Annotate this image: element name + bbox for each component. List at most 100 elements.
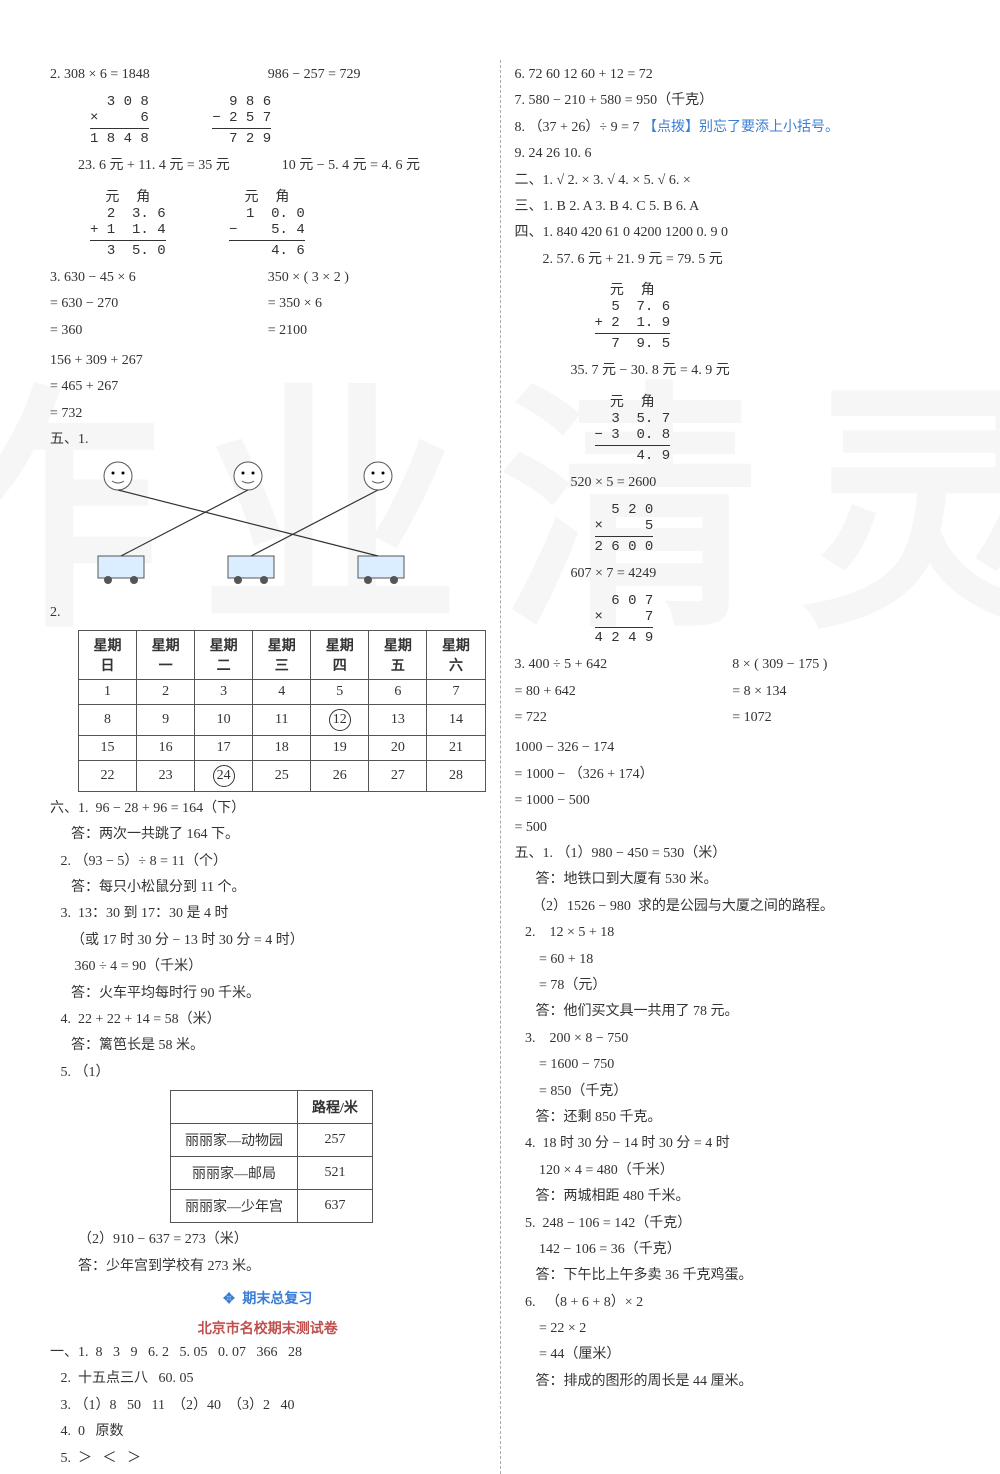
vcalc-rule <box>212 128 271 129</box>
si3-b: 8 × ( 309 − 175 ) = 8 × 134 = 1072 <box>732 650 950 733</box>
vcalc-row: 4. 9 <box>595 448 671 464</box>
table-cell: 8 <box>79 704 137 735</box>
table-cell: 14 <box>427 704 485 735</box>
table-cell: 1 <box>79 679 137 704</box>
text-line: 8. （37 + 26）÷ 9 = 7 【点拨】别忘了要添上小括号。 <box>515 117 951 139</box>
vcalc-row: 9 8 6 <box>212 94 271 110</box>
q3-block: 3. 630 − 45 × 6 = 630 − 270 = 360 350 × … <box>50 263 486 346</box>
title-text: 期末总复习 <box>242 1292 312 1307</box>
table-cell: 23 <box>137 760 195 791</box>
vcalc-row: − 5. 4 <box>229 222 305 238</box>
text-line: 9. 24 26 10. 6 <box>515 143 951 165</box>
table-header: 星期日 <box>79 630 137 679</box>
vcalc-header: 元 角 <box>229 186 305 206</box>
q3-a: 3. 630 − 45 × 6 = 630 − 270 = 360 <box>50 263 268 346</box>
section-two: 二、1. √ 2. × 3. √ 4. × 5. √ 6. × <box>515 170 951 192</box>
vcalc-rule <box>595 445 671 446</box>
q3-c: 156 + 309 + 267 = 465 + 267 = 732 <box>50 350 486 425</box>
table-cell: 22 <box>79 760 137 791</box>
vcalc-rule <box>595 627 654 628</box>
vcalc-row: × 6 <box>90 110 149 126</box>
table-cell: 16 <box>137 735 195 760</box>
vcalc-10-5.4: 元 角 1 0. 0 − 5. 4 4. 6 <box>229 186 305 259</box>
text-line: = 8 × 134 <box>732 681 950 703</box>
vcalc-row: − 2 5 7 <box>212 110 271 126</box>
section-four-1: 四、1. 840 420 61 0 4200 1200 0. 9 0 <box>515 222 951 244</box>
vcalc-986-257: 9 8 6 − 2 5 7 7 2 9 <box>212 94 271 147</box>
text-line: 3. 630 − 45 × 6 <box>50 267 268 289</box>
section-five: 五、1. （1）980 − 450 = 530（米） 答：地铁口到大厦有 530… <box>515 843 951 1393</box>
vcalc-row: 7 2 9 <box>212 131 271 147</box>
paw-icon: ✥ <box>223 1292 235 1307</box>
table-header: 路程/米 <box>298 1091 373 1124</box>
table-header: 星期一 <box>137 630 195 679</box>
page-container: 2. 308 × 6 = 1848 986 − 257 = 729 3 0 8 … <box>40 60 960 1474</box>
text-line: 答：下午比上午多卖 36 千克鸡蛋。 <box>515 1265 951 1287</box>
table-cell: 丽丽家—少年宫 <box>171 1190 298 1223</box>
table-cell: 丽丽家—邮局 <box>171 1157 298 1190</box>
match-line <box>118 490 378 556</box>
text-line: 2. 12 × 5 + 18 <box>515 922 951 944</box>
text-line: 2. 十五点三八 60. 05 <box>50 1368 486 1390</box>
table-cell: 12 <box>311 704 369 735</box>
vcalc-rule <box>90 240 166 241</box>
vcalc-header: 元 角 <box>90 186 166 206</box>
text-line: 答：排成的图形的周长是 44 厘米。 <box>515 1371 951 1393</box>
bus-icon <box>228 556 274 584</box>
table-row: 22232425262728 <box>79 760 486 791</box>
text-line: 3. 13：30 到 17：30 是 4 时 <box>50 903 486 925</box>
text-line: 120 × 4 = 480（千米） <box>515 1160 951 1182</box>
table-header-row: 星期日星期一星期二星期三星期四星期五星期六 <box>79 630 486 679</box>
table-cell: 4 <box>253 679 311 704</box>
table-row: 丽丽家—邮局521 <box>171 1157 373 1190</box>
table-row: 891011121314 <box>79 704 486 735</box>
text-line: = 1600 − 750 <box>515 1054 951 1076</box>
q2-row2: 23. 6 元 + 11. 4 元 = 35 元 10 元 − 5. 4 元 =… <box>50 151 486 181</box>
table-cell: 13 <box>369 704 427 735</box>
table-cell: 15 <box>79 735 137 760</box>
text-line: 答：两次一共跳了 164 下。 <box>50 824 486 846</box>
column-divider <box>500 60 501 1474</box>
text-line: 7. 580 − 210 + 580 = 950（千克） <box>515 90 951 112</box>
vcalc-row: 5 2 0 <box>595 502 654 518</box>
text-line: 答：他们买文具一共用了 78 元。 <box>515 1001 951 1023</box>
si2-eq1: 2. 57. 6 元 + 21. 9 元 = 79. 5 元 <box>515 249 951 271</box>
text-line: 6. （8 + 6 + 8）× 2 <box>515 1292 951 1314</box>
q2-vcalc-row: 3 0 8 × 6 1 8 4 8 9 8 6 − 2 5 7 7 2 9 <box>50 90 486 151</box>
vcalc-row: × 7 <box>595 609 654 625</box>
section-three: 三、1. B 2. A 3. B 4. C 5. B 6. A <box>515 196 951 218</box>
table-cell: 24 <box>195 760 253 791</box>
si3-a: 3. 400 ÷ 5 + 642 = 80 + 642 = 722 <box>515 650 733 733</box>
bus-icon <box>358 556 404 584</box>
text-line: 六、1. 96 − 28 + 96 = 164（下） <box>50 798 486 820</box>
match-line <box>121 490 248 556</box>
text-line: （2）1526 − 980 求的是公园与大厦之间的路程。 <box>515 896 951 918</box>
table-cell: 2 <box>137 679 195 704</box>
text-line: = 350 × 6 <box>268 293 486 315</box>
text-line: = 22 × 2 <box>515 1318 951 1340</box>
text-span: 840 420 61 0 4200 1200 0. 9 0 <box>557 225 729 240</box>
text-line: 答：火车平均每时行 90 千米。 <box>50 983 486 1005</box>
distance-table: 路程/米 丽丽家—动物园257丽丽家—邮局521丽丽家—少年宫637 <box>170 1090 373 1223</box>
left-column: 2. 308 × 6 = 1848 986 − 257 = 729 3 0 8 … <box>40 60 496 1474</box>
table-cell: 19 <box>311 735 369 760</box>
sec5-label: 五、1. <box>50 429 486 451</box>
table-cell: 3 <box>195 679 253 704</box>
text-line: = 1000 − （326 + 174） <box>515 764 951 786</box>
q2-eq4: 10 元 − 5. 4 元 = 4. 6 元 <box>282 155 486 177</box>
text-line: 156 + 309 + 267 <box>50 350 486 372</box>
text-line: = 465 + 267 <box>50 376 486 398</box>
vcalc-rule <box>90 128 149 129</box>
paper-title: 北京市名校期末测试卷 <box>50 1318 486 1338</box>
text-line: = 850（千克） <box>515 1081 951 1103</box>
vcalc-35.7-30.8: 元 角 3 5. 7 − 3 0. 8 4. 9 <box>595 391 671 464</box>
vcalc-row: 2 6 0 0 <box>595 539 654 555</box>
table-cell: 10 <box>195 704 253 735</box>
q2-eq1: 2. 308 × 6 = 1848 <box>50 64 268 86</box>
face-icon <box>234 462 262 490</box>
vcalc-row: 6 0 7 <box>595 593 654 609</box>
table-cell: 28 <box>427 760 485 791</box>
text-line: = 630 − 270 <box>50 293 268 315</box>
vcalc-rule <box>595 333 671 334</box>
q2-eq3: 23. 6 元 + 11. 4 元 = 35 元 <box>50 155 282 177</box>
